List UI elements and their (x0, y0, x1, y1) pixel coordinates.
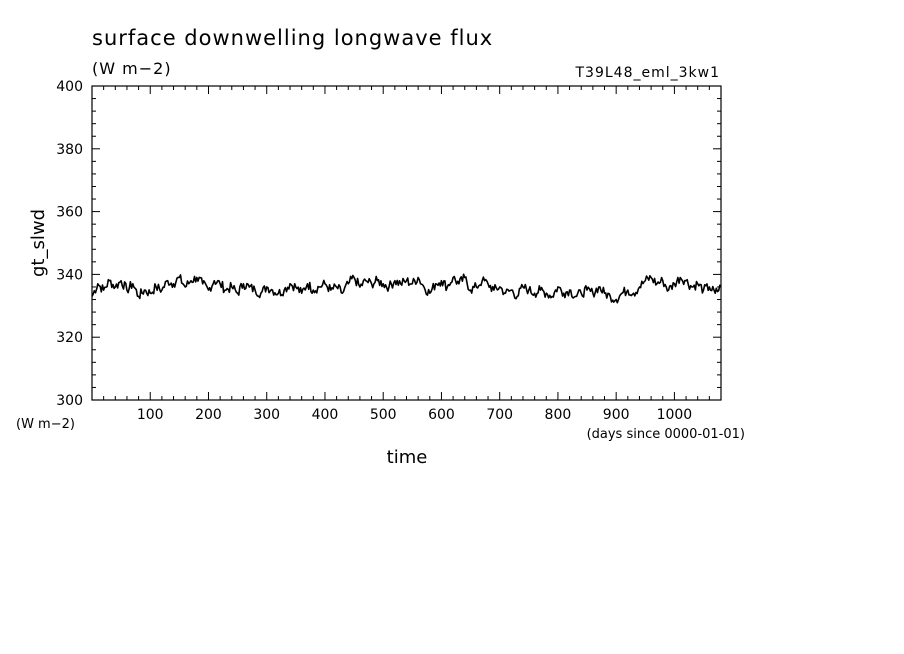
plot-frame (91, 85, 722, 401)
y-axis-title: gt_slwd (28, 209, 49, 277)
x-tick-label: 200 (195, 407, 222, 423)
chart-title: surface downwelling longwave flux (92, 26, 493, 50)
y-tick-label: 340 (56, 267, 83, 283)
x-tick-label: 800 (545, 407, 572, 423)
x-tick-label: 100 (137, 407, 164, 423)
y-tick-label: 380 (56, 142, 83, 158)
y-tick-label: 320 (56, 330, 83, 346)
x-tick-label: 500 (370, 407, 397, 423)
x-axis-units: (days since 0000-01-01) (587, 427, 745, 442)
series-line (91, 273, 722, 304)
x-tick-label: 600 (428, 407, 455, 423)
run-label: T39L48_eml_3kw1 (575, 65, 721, 81)
y-tick-label: 300 (56, 393, 83, 409)
tick-marks (92, 85, 721, 401)
y-tick-labels: 300 320 340 360 380 400 (56, 79, 83, 409)
x-tick-labels: 100 200 300 400 500 600 700 800 900 1000 (137, 407, 692, 423)
x-tick-label: 700 (486, 407, 513, 423)
x-tick-label: 1000 (657, 407, 693, 423)
y-axis-units: (W m−2) (16, 417, 75, 432)
y-tick-label: 360 (56, 205, 83, 221)
x-tick-label: 900 (603, 407, 630, 423)
x-axis-title: time (387, 447, 428, 468)
chart-subtitle: (W m−2) (92, 59, 172, 78)
x-tick-label: 300 (253, 407, 280, 423)
x-tick-label: 400 (312, 407, 339, 423)
y-tick-label: 400 (56, 79, 83, 95)
